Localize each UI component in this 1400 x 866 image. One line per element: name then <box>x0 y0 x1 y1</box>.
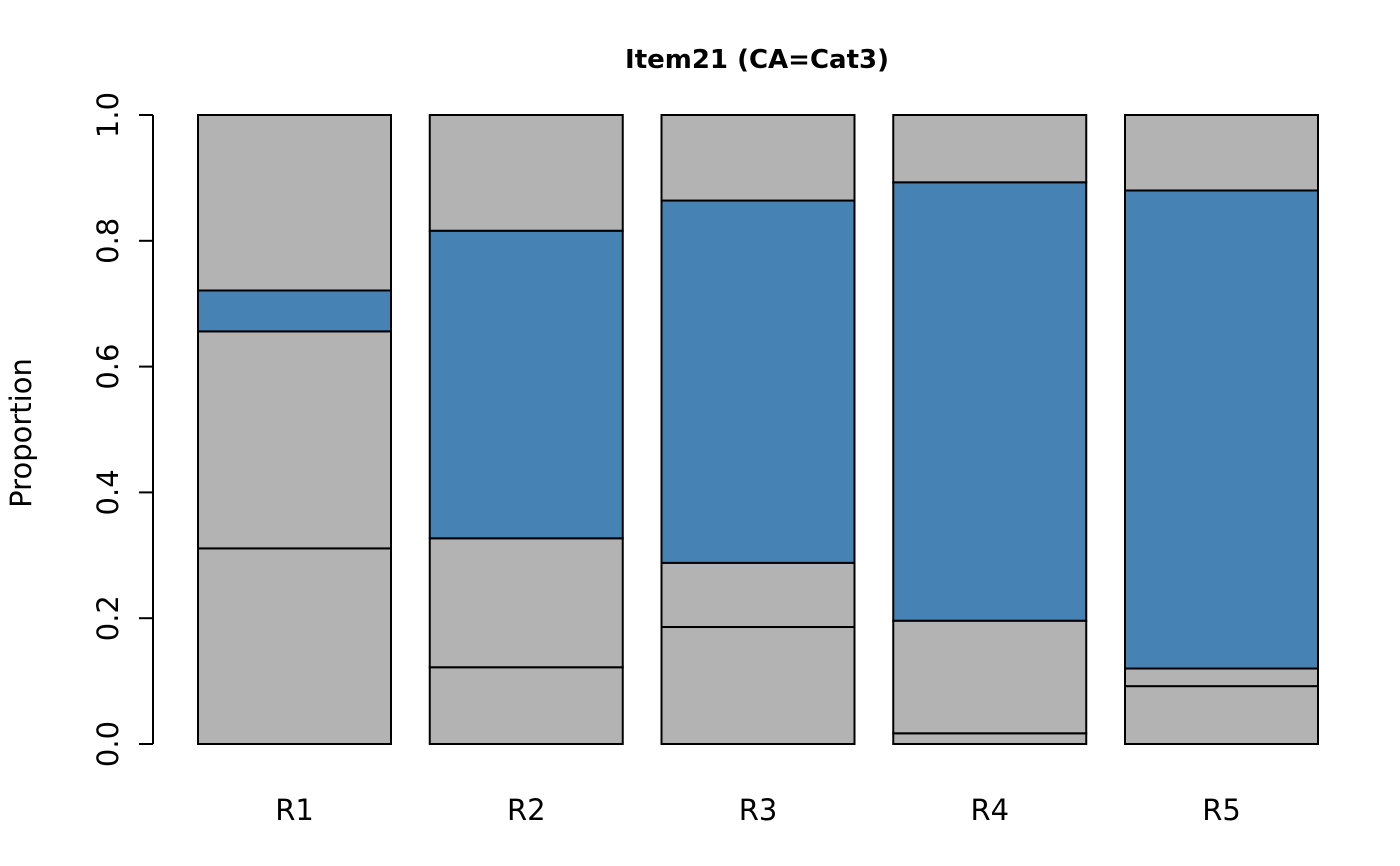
bar-segment-R3-0 <box>660 626 856 745</box>
bar-segment-R4-4 <box>892 114 1088 184</box>
bar-segment-R5-2 <box>1124 667 1319 688</box>
x-category-label: R2 <box>507 793 546 827</box>
bar-segment-R2-4 <box>428 114 624 232</box>
x-category-label: R5 <box>1202 793 1241 827</box>
y-tick-label: 0.6 <box>91 344 125 390</box>
x-axis-category-labels: R1 R2 R3 R4 R5 <box>275 793 1241 827</box>
bars-group <box>197 114 1319 746</box>
bar-segment-R3-4 <box>660 114 856 202</box>
bar-segment-R4-2 <box>892 619 1088 735</box>
bar-segment-R5-0 <box>1124 685 1319 746</box>
bar-segment-R2-3 <box>428 229 624 540</box>
bar-segment-R3-3 <box>660 199 856 564</box>
bar-segment-R1-0 <box>197 547 392 745</box>
x-category-label: R1 <box>275 793 314 827</box>
y-tick-label: 0.0 <box>91 721 125 767</box>
y-tick-label: 0.2 <box>91 595 125 641</box>
chart-title: Item21 (CA=Cat3) <box>625 45 889 75</box>
x-category-label: R3 <box>739 793 778 827</box>
bar-segment-R3-2 <box>660 561 856 629</box>
bar-segment-R4-3 <box>892 181 1088 622</box>
bar-segment-R1-4 <box>197 114 392 292</box>
bar-segment-R1-2 <box>197 330 392 550</box>
bar-segment-R2-2 <box>428 537 624 669</box>
y-axis: 0.0 0.2 0.4 0.6 0.8 1.0 <box>91 92 154 767</box>
y-tick-label: 0.4 <box>91 469 125 515</box>
y-tick-label: 0.8 <box>91 218 125 264</box>
bar-segment-R1-3 <box>197 289 392 333</box>
x-category-label: R4 <box>970 793 1009 827</box>
bar-segment-R5-4 <box>1124 114 1319 192</box>
y-tick-label: 1.0 <box>91 92 125 138</box>
bar-segment-R5-3 <box>1124 189 1319 670</box>
bar-segment-R4-0 <box>892 732 1088 746</box>
bar-segment-R2-0 <box>428 666 624 746</box>
y-axis-label: Proportion <box>4 358 38 508</box>
